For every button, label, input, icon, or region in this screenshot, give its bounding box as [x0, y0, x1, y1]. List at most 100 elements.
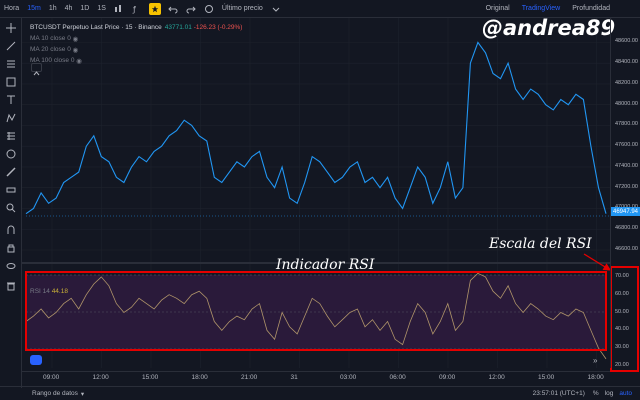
price-axis-label: 47800.00	[615, 121, 638, 128]
eye-icon[interactable]: ◉	[72, 35, 79, 43]
bottom-bar: Rango de datos ▾ 23:57:01 (UTC+1) % log …	[0, 386, 640, 400]
timeframe-4h[interactable]: 4h	[64, 5, 73, 12]
rsi-label[interactable]: RSI 14	[30, 288, 50, 295]
rsi-scale-annotation: Escala del RSI	[489, 236, 592, 252]
time-axis-label: 18:00	[587, 374, 604, 381]
time-axis-label: 09:00	[439, 374, 456, 381]
watermark-text: @andrea89	[482, 16, 616, 40]
ma-row: MA 20 close 0 ◉	[30, 44, 242, 55]
ma-100-label[interactable]: MA 100 close 0	[30, 57, 75, 64]
fib-icon[interactable]	[5, 58, 17, 70]
price-axis-label: 47400.00	[615, 162, 638, 169]
timeframe-hora[interactable]: Hora	[4, 5, 20, 12]
legend-collapse-button[interactable]	[31, 63, 42, 76]
time-axis-label: 15:00	[142, 374, 159, 381]
timeframe-1d[interactable]: 1D	[80, 5, 90, 12]
timeframe-15m[interactable]: 15m	[27, 5, 41, 12]
brush-icon[interactable]	[5, 166, 17, 178]
indicators-icon[interactable]: ƒ	[131, 3, 143, 15]
trash-icon[interactable]	[5, 280, 17, 292]
zoom-in-icon[interactable]	[5, 202, 17, 214]
price-axis-label: 48400.00	[615, 59, 638, 66]
eye-icon[interactable]: ◉	[76, 57, 82, 65]
price-type-selector[interactable]: Último precio	[221, 5, 263, 12]
rsi-axis-label: 60.00	[615, 290, 629, 297]
time-axis-label: 09:00	[43, 374, 60, 381]
scroll-right-icon[interactable]: »	[593, 356, 598, 365]
chevron-down-icon[interactable]: ▾	[80, 390, 85, 398]
price-series-line	[25, 41, 607, 215]
emoji-icon[interactable]	[5, 148, 17, 160]
view-switcher: Original TradingView Profundidad	[480, 3, 640, 15]
rsi-axis-label: 40.00	[615, 326, 629, 333]
time-axis-label: 18:00	[191, 374, 208, 381]
redo-icon[interactable]	[185, 3, 197, 15]
price-axis-label: 46600.00	[615, 246, 638, 252]
star-icon[interactable]	[148, 2, 161, 15]
chevron-down-icon[interactable]	[270, 3, 282, 15]
crosshair-icon[interactable]	[5, 22, 17, 34]
annotation-arrow	[583, 253, 612, 271]
rsi-scale-annotation-box	[610, 266, 639, 372]
log-toggle[interactable]: log	[604, 390, 614, 397]
trend-line-icon[interactable]	[5, 40, 17, 52]
view-depth[interactable]: Profundidad	[572, 5, 610, 12]
rsi-legend: RSI 14 44.18	[30, 288, 68, 295]
time-axis-label: 31	[290, 374, 298, 381]
time-axis-label: 21:00	[241, 374, 258, 381]
price-axis[interactable]: 48600.00 48400.00 48200.00 48000.00 47800.00…	[610, 18, 640, 368]
timeframe-1s[interactable]: 1S	[97, 5, 106, 12]
undo-icon[interactable]	[167, 3, 179, 15]
view-tradingview[interactable]: TradingView	[521, 5, 561, 12]
chart-type-icon[interactable]	[113, 3, 125, 15]
chart-legend: BTCUSDT Perpetuo Last Price · 15 · Binan…	[30, 22, 242, 66]
price-axis-label: 48200.00	[615, 79, 638, 86]
rsi-annotation-box	[25, 271, 607, 351]
rsi-axis-label: 50.00	[615, 308, 629, 315]
rectangle-icon[interactable]	[5, 76, 17, 88]
time-axis-label: 12:00	[488, 374, 505, 381]
price-axis-label: 48600.00	[615, 38, 638, 45]
time-axis-label: 15:00	[538, 374, 555, 381]
ma-20-label[interactable]: MA 20 close 0	[30, 46, 71, 53]
rsi-value: 44.18	[51, 288, 68, 295]
text-icon[interactable]	[5, 94, 17, 106]
time-axis-label: 03:00	[340, 374, 357, 381]
price-axis-label: 46800.00	[615, 225, 638, 232]
time-axis-label: 06:00	[389, 374, 406, 381]
symbol-name[interactable]: BTCUSDT Perpetuo Last Price · 15 · Binan…	[30, 24, 162, 31]
drawing-tools-sidebar	[0, 18, 22, 388]
rsi-axis-label: 20.00	[615, 362, 629, 368]
prediction-icon[interactable]	[5, 130, 17, 142]
price-axis-label: 48000.00	[615, 100, 638, 107]
rsi-axis-label: 30.00	[615, 344, 629, 351]
ruler-icon[interactable]	[5, 184, 17, 196]
expand-icon[interactable]	[619, 3, 631, 15]
rsi-series-line	[25, 272, 607, 360]
ma-10-label[interactable]: MA 10 close 0	[30, 35, 71, 42]
price-axis-label: 47200.00	[615, 183, 638, 190]
chart-area[interactable]	[22, 18, 610, 368]
percent-toggle[interactable]: %	[592, 390, 599, 397]
price-change-value: -126.23 (-0.29%)	[193, 24, 243, 31]
magnet-icon[interactable]	[5, 224, 17, 236]
price-axis-label: 47600.00	[615, 142, 638, 149]
date-range-button[interactable]: Rango de datos	[32, 390, 78, 397]
last-price-tag: 46947.94	[611, 207, 640, 216]
lock-icon[interactable]	[5, 242, 17, 254]
rsi-indicator-annotation: Indicador RSI	[276, 257, 375, 273]
ma-row: MA 10 close 0 ◉	[30, 33, 242, 44]
visibility-icon[interactable]	[5, 260, 17, 272]
auto-toggle[interactable]: auto	[619, 390, 632, 397]
price-type-icon	[203, 3, 215, 15]
eye-icon[interactable]: ◉	[72, 46, 79, 54]
view-original[interactable]: Original	[485, 5, 510, 12]
ma-row: MA 100 close 0 ◉	[30, 55, 242, 66]
svg-text:ƒ: ƒ	[132, 5, 136, 14]
tradingview-logo-icon[interactable]	[30, 355, 42, 365]
pattern-icon[interactable]	[5, 112, 17, 124]
time-axis-label: 12:00	[92, 374, 109, 381]
symbol-row: BTCUSDT Perpetuo Last Price · 15 · Binan…	[30, 22, 242, 33]
time-axis[interactable]: 09:00 12:00 15:00 18:00 21:00 31 03:00 06:00 09:…	[22, 371, 610, 383]
timeframe-1h[interactable]: 1h	[48, 5, 57, 12]
